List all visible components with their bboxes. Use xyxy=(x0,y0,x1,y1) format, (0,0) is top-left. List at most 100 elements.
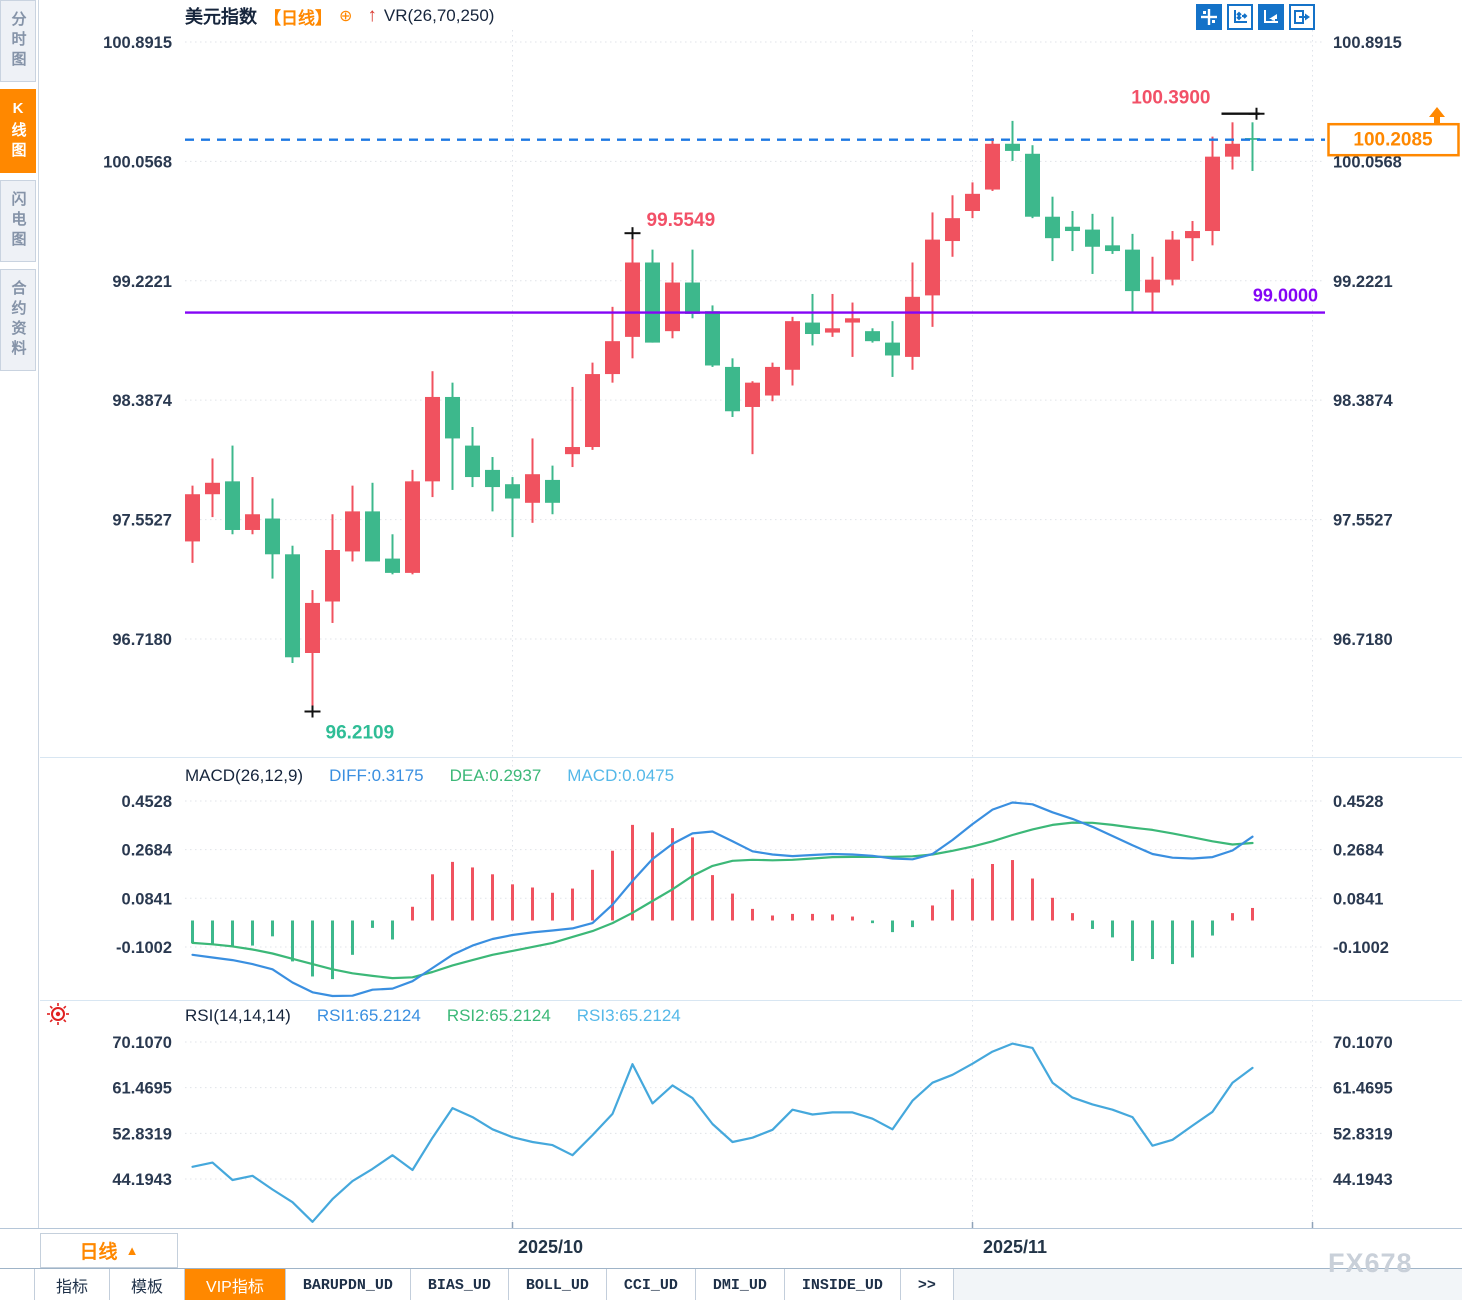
y-tick-right: 0.0841 xyxy=(1333,890,1383,908)
macd-macd-value: MACD:0.0475 xyxy=(567,766,675,785)
rsi-line xyxy=(191,1042,1254,1223)
candle[interactable] xyxy=(825,293,840,337)
candle[interactable] xyxy=(345,485,360,562)
attach-indicator-icon[interactable]: ⊕ xyxy=(339,8,353,25)
y-tick-left: 100.8915 xyxy=(103,34,172,52)
candle[interactable] xyxy=(765,362,780,402)
bottom-tab-boll_ud[interactable]: BOLL_UD xyxy=(509,1269,607,1300)
candle[interactable] xyxy=(725,358,740,417)
candle[interactable] xyxy=(925,212,940,327)
candle[interactable] xyxy=(705,305,720,367)
annotation-label-session-high: 100.3900 xyxy=(1131,88,1210,109)
bottom-tab-[interactable]: 指标 xyxy=(35,1269,111,1300)
sidebar-item-1[interactable]: 分时图 xyxy=(0,0,36,82)
candle[interactable] xyxy=(885,321,900,377)
candle[interactable] xyxy=(525,438,540,523)
candle[interactable] xyxy=(1145,256,1160,313)
rsi-alert-sun-icon[interactable] xyxy=(46,1002,70,1026)
candle[interactable] xyxy=(305,590,320,712)
candle[interactable] xyxy=(265,498,280,579)
candle[interactable] xyxy=(185,485,200,563)
annotation-label-swing-low: 96.2109 xyxy=(326,723,395,744)
bottom-tab-inside_ud[interactable]: INSIDE_UD xyxy=(785,1269,901,1300)
candle[interactable] xyxy=(1185,221,1200,262)
candle[interactable] xyxy=(385,534,400,575)
candle[interactable] xyxy=(1245,122,1260,171)
candle[interactable] xyxy=(505,477,520,538)
bottom-tab-bias_ud[interactable]: BIAS_UD xyxy=(411,1269,509,1300)
candle[interactable] xyxy=(405,469,420,575)
bottom-tab-[interactable]: 模板 xyxy=(110,1269,186,1300)
candle[interactable] xyxy=(785,316,800,386)
candle[interactable] xyxy=(1005,120,1020,161)
support-line-label: 99.0000 xyxy=(1253,286,1318,306)
current-price-value: 100.2085 xyxy=(1353,130,1433,151)
sidebar-item-4[interactable]: 合约资料 xyxy=(0,269,36,371)
bottom-tab-barupdn_ud[interactable]: BARUPDN_UD xyxy=(286,1269,411,1300)
candle[interactable] xyxy=(1045,196,1060,262)
candle[interactable] xyxy=(365,482,380,562)
y-tick-left: 100.0568 xyxy=(103,153,172,171)
y-tick-left: 70.1070 xyxy=(112,1034,172,1052)
y-tick-left: 0.0841 xyxy=(122,890,172,908)
bottom-tab-dmi_ud[interactable]: DMI_UD xyxy=(696,1269,785,1300)
jump-to-latest-icon[interactable] xyxy=(1289,4,1315,30)
candle[interactable] xyxy=(625,233,640,359)
candle[interactable] xyxy=(445,382,460,490)
bottom-tab-[interactable]: >> xyxy=(901,1269,954,1300)
candle[interactable] xyxy=(605,306,620,383)
candle[interactable] xyxy=(645,249,660,343)
candle[interactable] xyxy=(985,138,1000,191)
zoom-axes-icon[interactable] xyxy=(1227,4,1253,30)
y-tick-left: 96.7180 xyxy=(112,631,172,649)
candle[interactable] xyxy=(245,477,260,535)
candle[interactable] xyxy=(845,302,860,357)
candle[interactable] xyxy=(1165,231,1180,286)
panel-separator-macd-rsi xyxy=(40,1000,1462,1001)
candle[interactable] xyxy=(965,182,980,219)
candle[interactable] xyxy=(1125,233,1140,313)
candle[interactable] xyxy=(1225,122,1240,170)
candle[interactable] xyxy=(465,426,480,488)
candle[interactable] xyxy=(425,371,440,498)
candle[interactable] xyxy=(1205,136,1220,246)
candle[interactable] xyxy=(805,293,820,346)
candle[interactable] xyxy=(945,195,960,257)
sidebar-item-3[interactable]: 闪电图 xyxy=(0,180,36,262)
candle[interactable] xyxy=(585,362,600,450)
candle[interactable] xyxy=(285,545,300,664)
macd-diff-value: DIFF:0.3175 xyxy=(329,766,424,785)
rsi-header: RSI(14,14,14) RSI1:65.2124 RSI2:65.2124 … xyxy=(185,1006,681,1026)
chart-toolbar xyxy=(1196,4,1315,30)
y-tick-right: 98.3874 xyxy=(1333,392,1393,410)
candle[interactable] xyxy=(1085,213,1100,274)
candle[interactable] xyxy=(685,249,700,319)
candle[interactable] xyxy=(325,514,340,623)
bottom-tab-cci_ud[interactable]: CCI_UD xyxy=(607,1269,696,1300)
macd-diff-line xyxy=(191,801,1254,998)
candle[interactable] xyxy=(545,465,560,515)
auto-scale-pointer-icon[interactable] xyxy=(1258,4,1284,30)
y-tick-left: 52.8319 xyxy=(112,1125,172,1143)
candle[interactable] xyxy=(865,328,880,343)
period-selector-button[interactable]: 日线 ▲ xyxy=(40,1233,178,1268)
candle[interactable] xyxy=(665,262,680,339)
sidebar-item-2[interactable]: K线图 xyxy=(0,89,36,173)
rsi2-value: RSI2:65.2124 xyxy=(446,1006,551,1025)
candle[interactable] xyxy=(205,458,220,518)
watermark-logo: FX678 xyxy=(1328,1248,1413,1278)
candle[interactable] xyxy=(565,386,580,468)
candle[interactable] xyxy=(1065,211,1080,252)
crosshair-move-icon[interactable] xyxy=(1196,4,1222,30)
bottom-tab-vip[interactable]: VIP指标 xyxy=(185,1269,286,1300)
y-tick-right: 100.0568 xyxy=(1333,153,1402,171)
macd-dea-value: DEA:0.2937 xyxy=(449,766,542,785)
candle[interactable] xyxy=(1025,145,1040,219)
candle[interactable] xyxy=(1105,216,1120,254)
y-tick-right: 44.1943 xyxy=(1333,1171,1393,1189)
candle[interactable] xyxy=(745,381,760,455)
candle[interactable] xyxy=(225,445,240,535)
candle[interactable] xyxy=(905,262,920,370)
candle[interactable] xyxy=(485,457,500,512)
